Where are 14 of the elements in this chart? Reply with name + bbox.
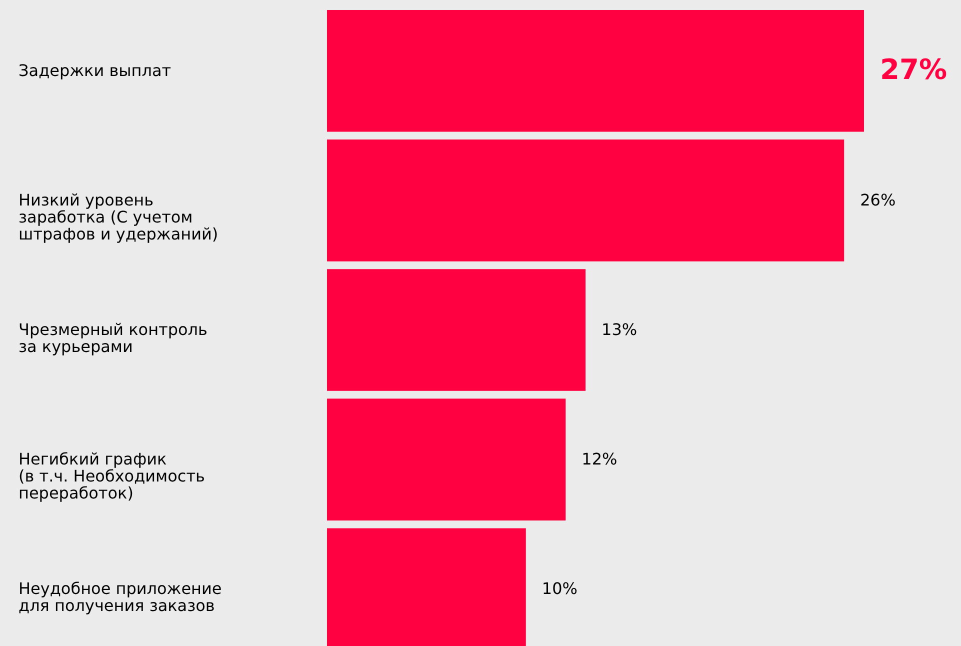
data-label: 27% [880, 52, 948, 86]
data-label: 10% [542, 579, 578, 598]
data-label: 12% [582, 450, 618, 469]
bar [327, 10, 864, 132]
bar [327, 398, 566, 520]
data-label: 26% [860, 190, 896, 210]
y-tick-label: Задержки выплат [18, 60, 172, 80]
y-tick-label: Неудобное приложение для получения заказов [18, 579, 222, 616]
bar [327, 269, 586, 391]
y-tick-label: Негибкий график (в т.ч. Необходимость переработок) [18, 450, 205, 503]
y-tick-label: Чрезмерный контроль за курьерами [18, 320, 208, 356]
data-label: 13% [602, 320, 638, 339]
y-tick-label: Низкий уровень заработка (С учетом штрафов и удержаний) [18, 190, 218, 244]
bar [327, 140, 844, 262]
